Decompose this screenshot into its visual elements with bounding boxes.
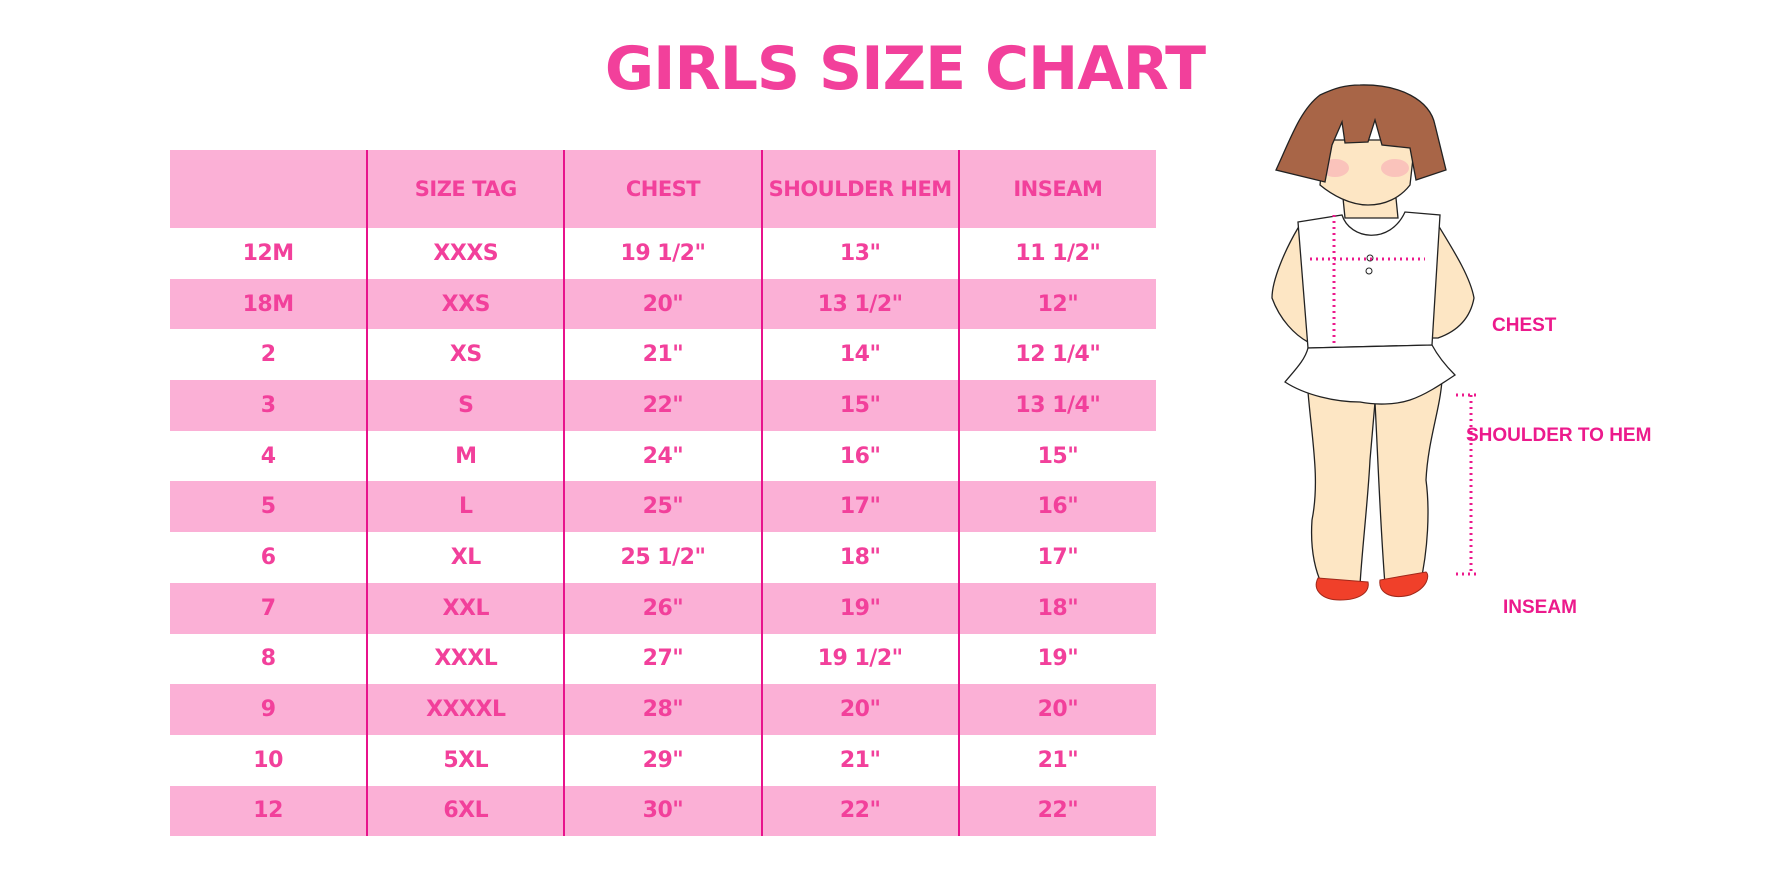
size-table: SIZE TAG CHEST SHOULDER HEM INSEAM 12M XXXS 1…: [170, 150, 1156, 837]
table-cell: XXXL: [366, 633, 565, 685]
table-cell: 8: [260, 646, 276, 672]
table-cell: 20": [957, 684, 1156, 735]
table-cell: 20": [563, 278, 762, 330]
table-row: 7 XXL 26" 19" 18": [170, 582, 1156, 634]
table-cell: 25": [563, 481, 762, 533]
table-cell: 5XL: [366, 734, 565, 786]
table-cell: 27": [563, 633, 762, 685]
table-cell: 4: [260, 443, 276, 469]
table-row: 9 XXXXL 28" 20" 20": [170, 684, 1156, 735]
table-cell: 3: [260, 392, 276, 418]
table-row: 4 M 24" 16" 15": [170, 430, 1156, 482]
table-cell: 12 1/4": [957, 329, 1156, 381]
column-header: SIZE TAG: [366, 150, 565, 228]
table-cell: 19": [760, 582, 959, 634]
table-row: 12 6XL 30" 22" 22": [170, 785, 1156, 837]
page-title: GIRLS SIZE CHART: [604, 34, 1206, 104]
table-cell: 21": [760, 734, 959, 786]
table-row: 5 L 25" 17" 16": [170, 481, 1156, 533]
table-cell: 30": [563, 785, 762, 837]
hair: [1275, 84, 1447, 183]
table-cell: 13": [760, 228, 959, 279]
table-cell: 18": [760, 532, 959, 583]
table-cell: 13 1/4": [957, 380, 1156, 431]
table-cell: 10: [253, 747, 283, 773]
column-header: [170, 150, 367, 228]
table-cell: XXXS: [366, 228, 565, 279]
table-row: 6 XL 25 1/2" 18" 17": [170, 532, 1156, 583]
table-cell: 7: [260, 595, 276, 621]
table-cell: 25 1/2": [563, 532, 762, 583]
column-header: SHOULDER HEM: [760, 150, 959, 228]
table-cell: 12": [957, 278, 1156, 330]
table-cell: 22": [563, 380, 762, 431]
table-row: 8 XXXL 27" 19 1/2" 19": [170, 633, 1156, 685]
table-cell: 26": [563, 582, 762, 634]
table-cell: XXL: [366, 582, 565, 634]
table-cell: 17": [760, 481, 959, 533]
right-arm: [1431, 218, 1475, 339]
table-cell: 14": [760, 329, 959, 381]
chest-label: CHEST: [1492, 315, 1557, 336]
table-cell: 13 1/2": [760, 278, 959, 330]
table-cell: 19 1/2": [760, 633, 959, 685]
table-cell: XXS: [366, 278, 565, 330]
column-header: INSEAM: [957, 150, 1156, 228]
table-row: 18M XXS 20" 13 1/2" 12": [170, 278, 1156, 330]
table-cell: 29": [563, 734, 762, 786]
table-row: 12M XXXS 19 1/2" 13" 11 1/2": [170, 228, 1156, 279]
inseam-label: INSEAM: [1503, 597, 1577, 618]
table-cell: L: [366, 481, 565, 533]
table-cell: 5: [260, 494, 276, 520]
table-cell: 18": [957, 582, 1156, 634]
table-cell: 20": [760, 684, 959, 735]
table-row: 2 XS 21" 14" 12 1/4": [170, 329, 1156, 381]
table-cell: 9: [260, 697, 276, 723]
table-cell: 28": [563, 684, 762, 735]
table-cell: XXXXL: [366, 684, 565, 735]
table-cell: 17": [957, 532, 1156, 583]
right-shoe: [1379, 571, 1429, 597]
table-row: 10 5XL 29" 21" 21": [170, 734, 1156, 786]
table-cell: M: [366, 430, 565, 482]
table-cell: 6: [260, 544, 276, 570]
table-cell: 19": [957, 633, 1156, 685]
table-cell: 22": [760, 785, 959, 837]
table-cell: 19 1/2": [563, 228, 762, 279]
table-cell: 6XL: [366, 785, 565, 837]
table-cell: 15": [760, 380, 959, 431]
table-cell: XL: [366, 532, 565, 583]
table-cell: 21": [563, 329, 762, 381]
table-cell: 16": [957, 481, 1156, 533]
shorts: [1284, 344, 1457, 405]
girl-illustration: [1271, 84, 1480, 601]
left-leg: [1307, 391, 1376, 586]
column-header: CHEST: [563, 150, 762, 228]
table-row: 3 S 22" 15" 13 1/4": [170, 380, 1156, 431]
right-leg: [1374, 379, 1443, 586]
face: [1319, 139, 1416, 206]
table-cell: 12M: [242, 240, 295, 266]
table-cell: 22": [957, 785, 1156, 837]
left-shoe: [1315, 577, 1369, 601]
shirt: [1297, 211, 1441, 349]
table-cell: 24": [563, 430, 762, 482]
table-cell: S: [366, 380, 565, 431]
table-cell: 18M: [242, 291, 295, 317]
table-cell: 2: [260, 342, 276, 368]
table-cell: 12: [253, 798, 283, 824]
table-cell: XS: [366, 329, 565, 381]
table-cell: 21": [957, 734, 1156, 786]
table-cell: 16": [760, 430, 959, 482]
table-cell: 11 1/2": [957, 228, 1156, 279]
table-header-row: SIZE TAG CHEST SHOULDER HEM INSEAM: [170, 150, 1156, 228]
table-cell: 15": [957, 430, 1156, 482]
shoulder-to-hem-label: SHOULDER TO HEM: [1466, 425, 1652, 446]
